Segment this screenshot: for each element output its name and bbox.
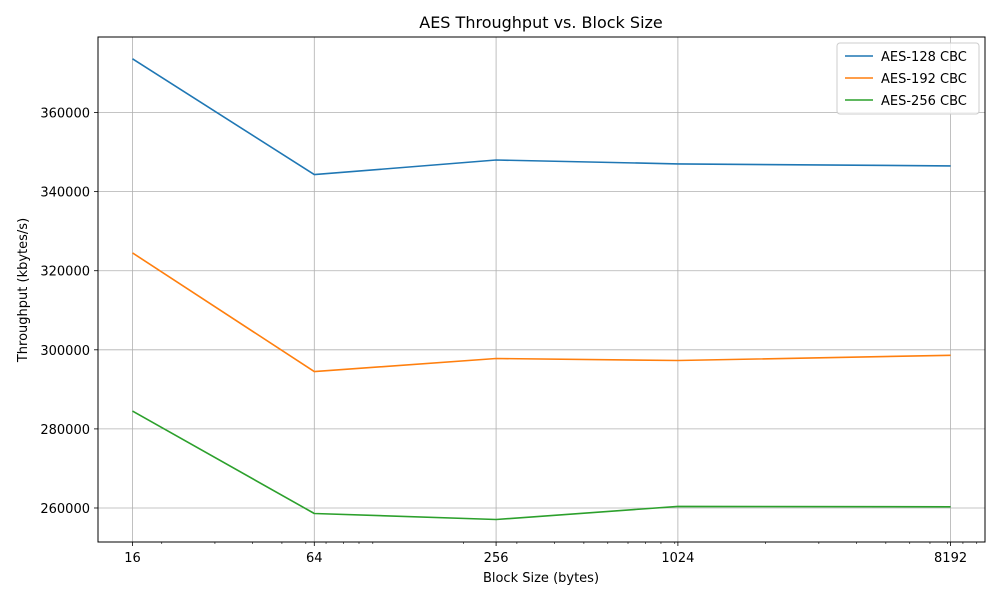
legend: AES-128 CBC AES-192 CBC AES-256 CBC xyxy=(836,42,980,115)
x-tick-label: 8192 xyxy=(934,551,967,566)
y-tick-label: 300000 xyxy=(40,344,90,359)
y-axis-label: Throughput (kbytes/s) xyxy=(16,218,31,363)
plot-frame xyxy=(97,36,986,543)
x-tick-label: 64 xyxy=(306,551,323,566)
legend-label: AES-128 CBC xyxy=(881,50,967,65)
x-tick-label: 256 xyxy=(484,551,509,566)
y-tick-label: 280000 xyxy=(40,423,90,438)
x-tick-label: 1024 xyxy=(661,551,694,566)
x-axis-label: Block Size (bytes) xyxy=(483,571,599,586)
y-tick-label: 320000 xyxy=(40,265,90,280)
series-line xyxy=(132,252,951,373)
legend-label: AES-192 CBC xyxy=(881,72,967,87)
grid xyxy=(98,37,985,542)
legend-box xyxy=(836,42,980,115)
series-lines xyxy=(132,58,951,521)
x-tick-label: 16 xyxy=(124,551,141,566)
y-tick-label: 360000 xyxy=(40,107,90,122)
series-line xyxy=(132,58,951,176)
legend-label: AES-256 CBC xyxy=(881,94,967,109)
y-tick-label: 340000 xyxy=(40,186,90,201)
x-axis: 16 64 256 1024 8192 xyxy=(124,542,978,566)
chart-title: AES Throughput vs. Block Size xyxy=(419,13,663,32)
y-axis: 260000 280000 300000 320000 340000 360000 xyxy=(40,107,98,517)
series-line xyxy=(132,410,951,521)
y-tick-label: 260000 xyxy=(40,502,90,517)
